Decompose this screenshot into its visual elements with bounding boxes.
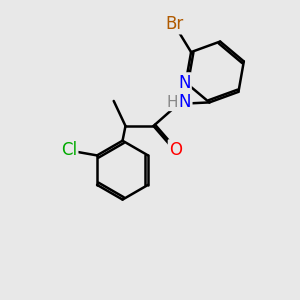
- Text: H: H: [166, 95, 178, 110]
- Text: O: O: [169, 140, 182, 158]
- Text: N: N: [178, 74, 190, 92]
- Text: Cl: Cl: [61, 140, 77, 158]
- Text: Br: Br: [166, 15, 184, 33]
- Text: N: N: [179, 93, 191, 111]
